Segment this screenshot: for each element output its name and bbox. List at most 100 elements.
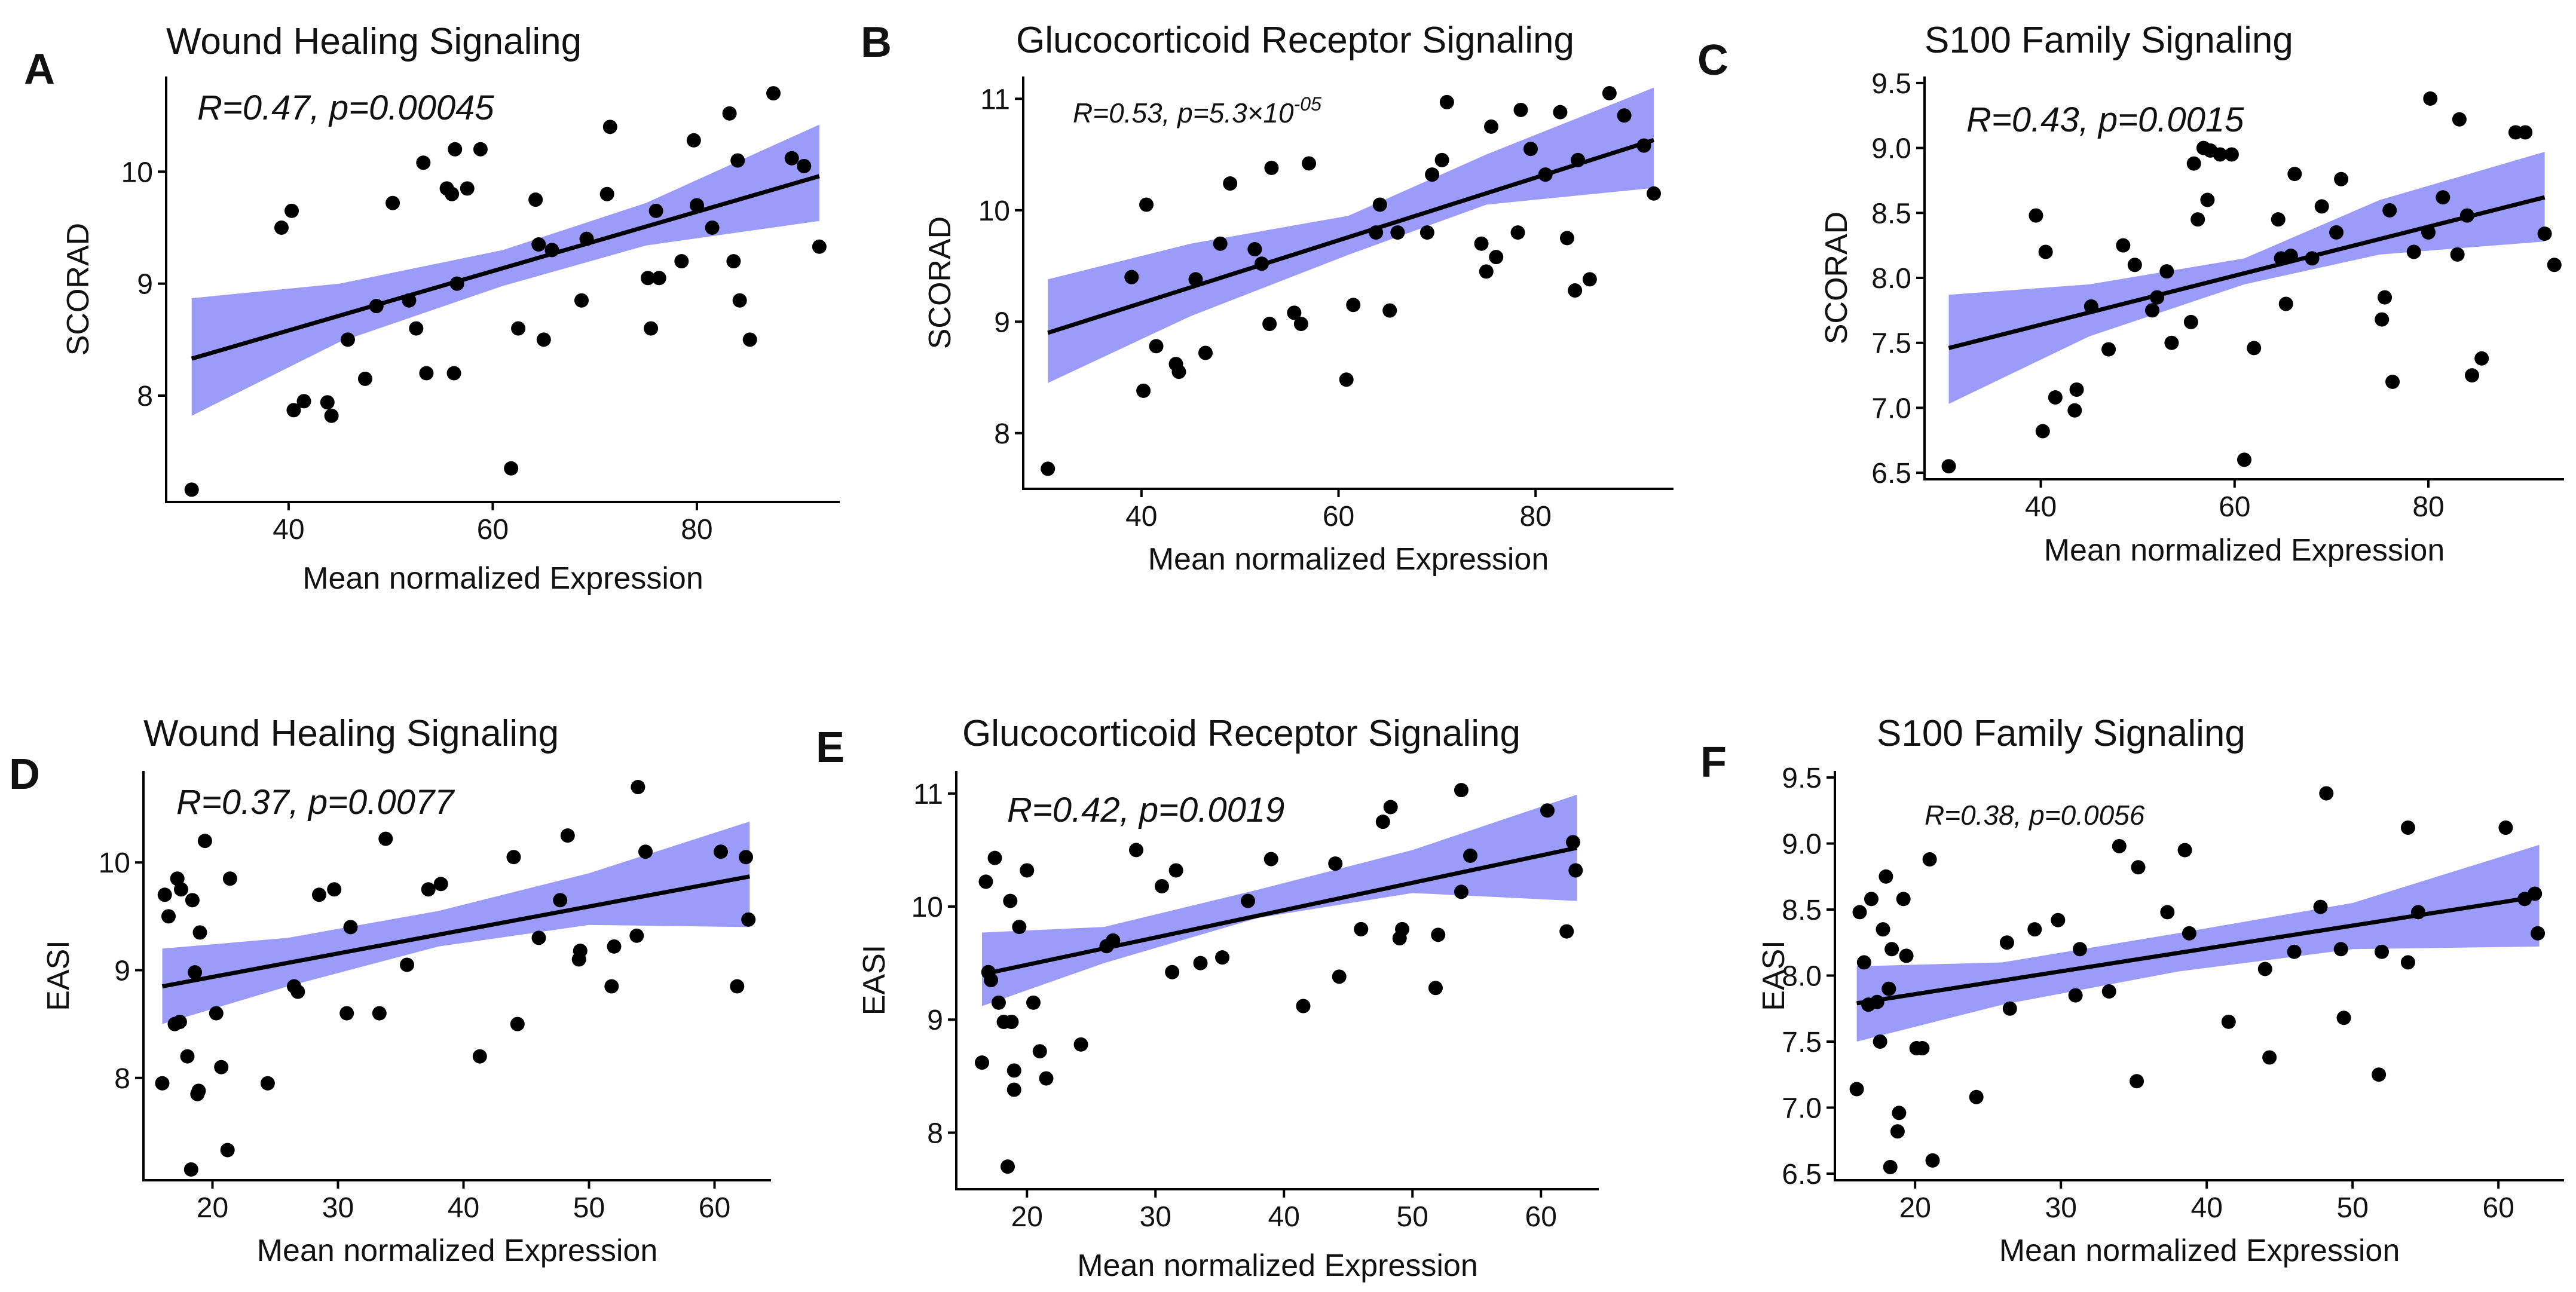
panel-e-point-38 bbox=[1431, 927, 1446, 942]
panel-c-point-11 bbox=[2127, 258, 2142, 273]
panel-b-point-20 bbox=[1346, 298, 1361, 313]
panel-d-point-13 bbox=[191, 1083, 206, 1098]
panel-b-point-10 bbox=[1213, 236, 1228, 251]
panel-b-point-16 bbox=[1287, 305, 1302, 320]
panel-d-point-22 bbox=[290, 984, 305, 999]
panel-d-point-14 bbox=[192, 925, 207, 940]
panel-d-point-16 bbox=[209, 1006, 224, 1021]
panel-b-x-tick-label: 60 bbox=[1323, 501, 1354, 532]
panel-a-point-7 bbox=[324, 408, 339, 423]
panel-b-title: Glucocorticoid Receptor Signaling bbox=[1016, 20, 1574, 61]
panel-c-point-3 bbox=[2035, 424, 2050, 439]
panel-f-point-26 bbox=[2068, 988, 2083, 1003]
panel-a-point-46 bbox=[766, 86, 781, 101]
panel-a-point-26 bbox=[531, 237, 546, 252]
panel-f-confidence-band bbox=[1856, 844, 2540, 1042]
panel-d-point-32 bbox=[472, 1049, 487, 1064]
panel-f-point-2 bbox=[1852, 905, 1867, 920]
panel-b-point-15 bbox=[1264, 160, 1279, 175]
panel-d-point-36 bbox=[553, 893, 568, 908]
panel-c-point-14 bbox=[2159, 264, 2174, 279]
panel-a-point-48 bbox=[797, 158, 812, 173]
panel-e-point-13 bbox=[1012, 920, 1027, 935]
panel-c-point-16 bbox=[2183, 314, 2198, 329]
panel-d-x-axis-title: Mean normalized Expression bbox=[257, 1233, 658, 1268]
panel-b-point-13 bbox=[1254, 256, 1269, 271]
panel-e-point-2 bbox=[978, 874, 993, 889]
panel-e-point-45 bbox=[1568, 863, 1583, 878]
panel-b-point-8 bbox=[1188, 272, 1203, 287]
panel-b-point-14 bbox=[1262, 317, 1277, 331]
panel-c-point-32 bbox=[2314, 199, 2329, 214]
panel-b-y-tick-label: 10 bbox=[978, 195, 1010, 227]
panel-d-point-1 bbox=[155, 1076, 170, 1091]
panel-a-confidence-band bbox=[191, 124, 819, 416]
panel-a-point-29 bbox=[574, 293, 589, 308]
panel-e-point-22 bbox=[1155, 878, 1169, 893]
panel-d-point-31 bbox=[433, 877, 448, 892]
panel-f-point-10 bbox=[1881, 981, 1896, 996]
panel-e-point-43 bbox=[1559, 924, 1574, 939]
panel-c-point-9 bbox=[2101, 342, 2116, 357]
panel-b-y-tick-label: 11 bbox=[980, 84, 1010, 115]
panel-d-x-tick-label: 40 bbox=[448, 1192, 479, 1224]
panel-a-point-27 bbox=[536, 332, 551, 347]
panel-c-point-37 bbox=[2382, 203, 2397, 218]
panel-a-title: Wound Healing Signaling bbox=[166, 21, 582, 62]
panel-c-point-15 bbox=[2164, 335, 2179, 350]
panel-f-point-16 bbox=[1899, 948, 1914, 963]
panel-f-point-34 bbox=[2182, 926, 2196, 941]
panel-b-point-28 bbox=[1439, 94, 1454, 109]
panel-d-point-8 bbox=[180, 1049, 195, 1064]
panel-a-point-45 bbox=[742, 332, 757, 347]
panel-f-point-50 bbox=[2528, 886, 2543, 901]
panel-d-point-11 bbox=[188, 965, 203, 980]
panel-a-point-38 bbox=[686, 133, 701, 148]
panel-a-point-10 bbox=[369, 299, 384, 314]
panel-d-point-27 bbox=[372, 1006, 387, 1021]
panel-a-point-47 bbox=[784, 151, 799, 166]
panel-a-point-49 bbox=[812, 239, 827, 254]
panel-c-point-39 bbox=[2406, 244, 2421, 259]
panel-b-point-32 bbox=[1489, 250, 1504, 265]
panel-a-point-1 bbox=[184, 482, 199, 497]
panel-f-point-35 bbox=[2221, 1014, 2236, 1029]
panel-d-x-tick-label: 60 bbox=[699, 1192, 730, 1224]
panel-f-x-tick-label: 60 bbox=[2483, 1192, 2514, 1224]
panel-d-point-3 bbox=[161, 909, 176, 924]
panel-a-point-6 bbox=[320, 395, 335, 410]
panel-a-point-24 bbox=[511, 321, 526, 336]
panel-e-point-44 bbox=[1566, 835, 1580, 850]
panel-d-point-35 bbox=[531, 930, 546, 945]
panel-b-letter: B bbox=[861, 19, 892, 66]
panel-a-point-34 bbox=[644, 321, 659, 336]
panel-a-point-3 bbox=[284, 203, 299, 218]
panel-f-y-tick-label: 6.5 bbox=[1782, 1159, 1822, 1190]
panel-c-point-4 bbox=[2038, 244, 2053, 259]
panel-d-point-37 bbox=[560, 828, 575, 843]
panel-d-point-41 bbox=[607, 939, 622, 954]
panel-b-point-21 bbox=[1369, 225, 1384, 240]
panel-f-point-8 bbox=[1873, 1034, 1887, 1049]
panel-f-point-38 bbox=[2287, 944, 2302, 959]
panel-f-point-28 bbox=[2101, 984, 2116, 999]
panel-a-stat-annotation: R=0.47, p=0.00045 bbox=[197, 88, 494, 127]
panel-f-point-21 bbox=[1969, 1089, 1984, 1104]
panel-e-x-tick-label: 60 bbox=[1525, 1201, 1557, 1233]
panel-c-y-tick-label: 8.0 bbox=[1871, 263, 1911, 295]
panel-d-point-34 bbox=[510, 1017, 525, 1031]
panel-e-point-27 bbox=[1241, 893, 1256, 908]
panel-a-point-12 bbox=[402, 293, 417, 308]
panel-e-point-5 bbox=[987, 850, 1002, 865]
panel-e-point-42 bbox=[1540, 803, 1555, 818]
panel-c-confidence-band bbox=[1948, 152, 2545, 404]
panel-e-point-18 bbox=[1073, 1037, 1088, 1052]
panel-e-point-16 bbox=[1032, 1044, 1047, 1059]
panel-c-y-tick-label: 7.0 bbox=[1871, 393, 1911, 424]
panel-b-point-33 bbox=[1510, 225, 1525, 240]
panel-a-point-31 bbox=[599, 186, 614, 201]
panel-e-stat-annotation: R=0.42, p=0.0019 bbox=[1007, 791, 1284, 829]
panel-e-x-tick-label: 30 bbox=[1140, 1201, 1171, 1233]
panel-d-x-tick-label: 50 bbox=[573, 1192, 605, 1224]
panel-d-stat-annotation: R=0.37, p=0.0077 bbox=[176, 783, 455, 822]
